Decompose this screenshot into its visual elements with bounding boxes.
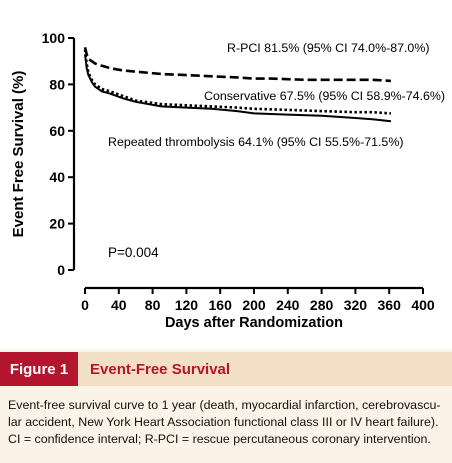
y-tick-label: 80 <box>49 76 65 92</box>
y-tick-label: 60 <box>49 123 65 139</box>
x-tick-label: 0 <box>81 297 89 313</box>
survival-chart: 0 20 40 60 80 100 0 40 80 120 160 200 240 280 320 360 40… <box>10 30 445 331</box>
y-tick-label: 0 <box>57 262 65 278</box>
series-label: Conservative 67.5% (95% CI 58.9%-74.6%) <box>204 89 445 103</box>
figure-legend-line: Event-free survival curve to 1 year (dea… <box>8 398 441 412</box>
x-tick-label: 400 <box>411 297 435 313</box>
series-line-conservative <box>83 49 391 115</box>
p-value-annotation: P=0.004 <box>108 245 159 260</box>
figure-label: Figure 1 <box>0 352 78 386</box>
figure-title: Event-Free Survival <box>90 360 231 378</box>
figure-legend-line: CI = confidence interval; R-PCI = rescue… <box>8 432 431 446</box>
series-line-r-pci <box>83 46 391 83</box>
x-tick-label: 200 <box>242 297 266 313</box>
y-tick-label: 100 <box>42 30 66 46</box>
chart-area: 0 20 40 60 80 100 0 40 80 120 160 200 240 280 320 360 40… <box>0 0 452 350</box>
series-label: Repeated thrombolysis 64.1% (95% CI 55.5… <box>108 135 403 149</box>
y-axis-label: Event Free Survival (%) <box>10 71 27 238</box>
x-tick-label: 360 <box>378 297 402 313</box>
x-tick-label: 280 <box>310 297 334 313</box>
x-tick-label: 320 <box>344 297 368 313</box>
x-tick-label: 160 <box>209 297 233 313</box>
series-line-repeated-thrombolysis <box>84 54 392 123</box>
figure-legend-line: lar accident, New York Heart Association… <box>8 415 439 429</box>
series-label: R-PCI 81.5% (95% CI 74.0%-87.0%) <box>227 41 429 55</box>
figure-legend: Event-free survival curve to 1 year (dea… <box>8 397 444 448</box>
x-axis-label: Days after Randomization <box>165 315 343 331</box>
x-tick-label: 240 <box>276 297 300 313</box>
figure-caption-bar: Figure 1 Event-Free Survival <box>0 352 452 386</box>
y-tick-label: 40 <box>49 169 65 185</box>
x-tick-label: 80 <box>145 297 161 313</box>
x-tick-label: 40 <box>111 297 127 313</box>
x-tick-label: 120 <box>175 297 199 313</box>
y-tick-label: 20 <box>49 216 65 232</box>
